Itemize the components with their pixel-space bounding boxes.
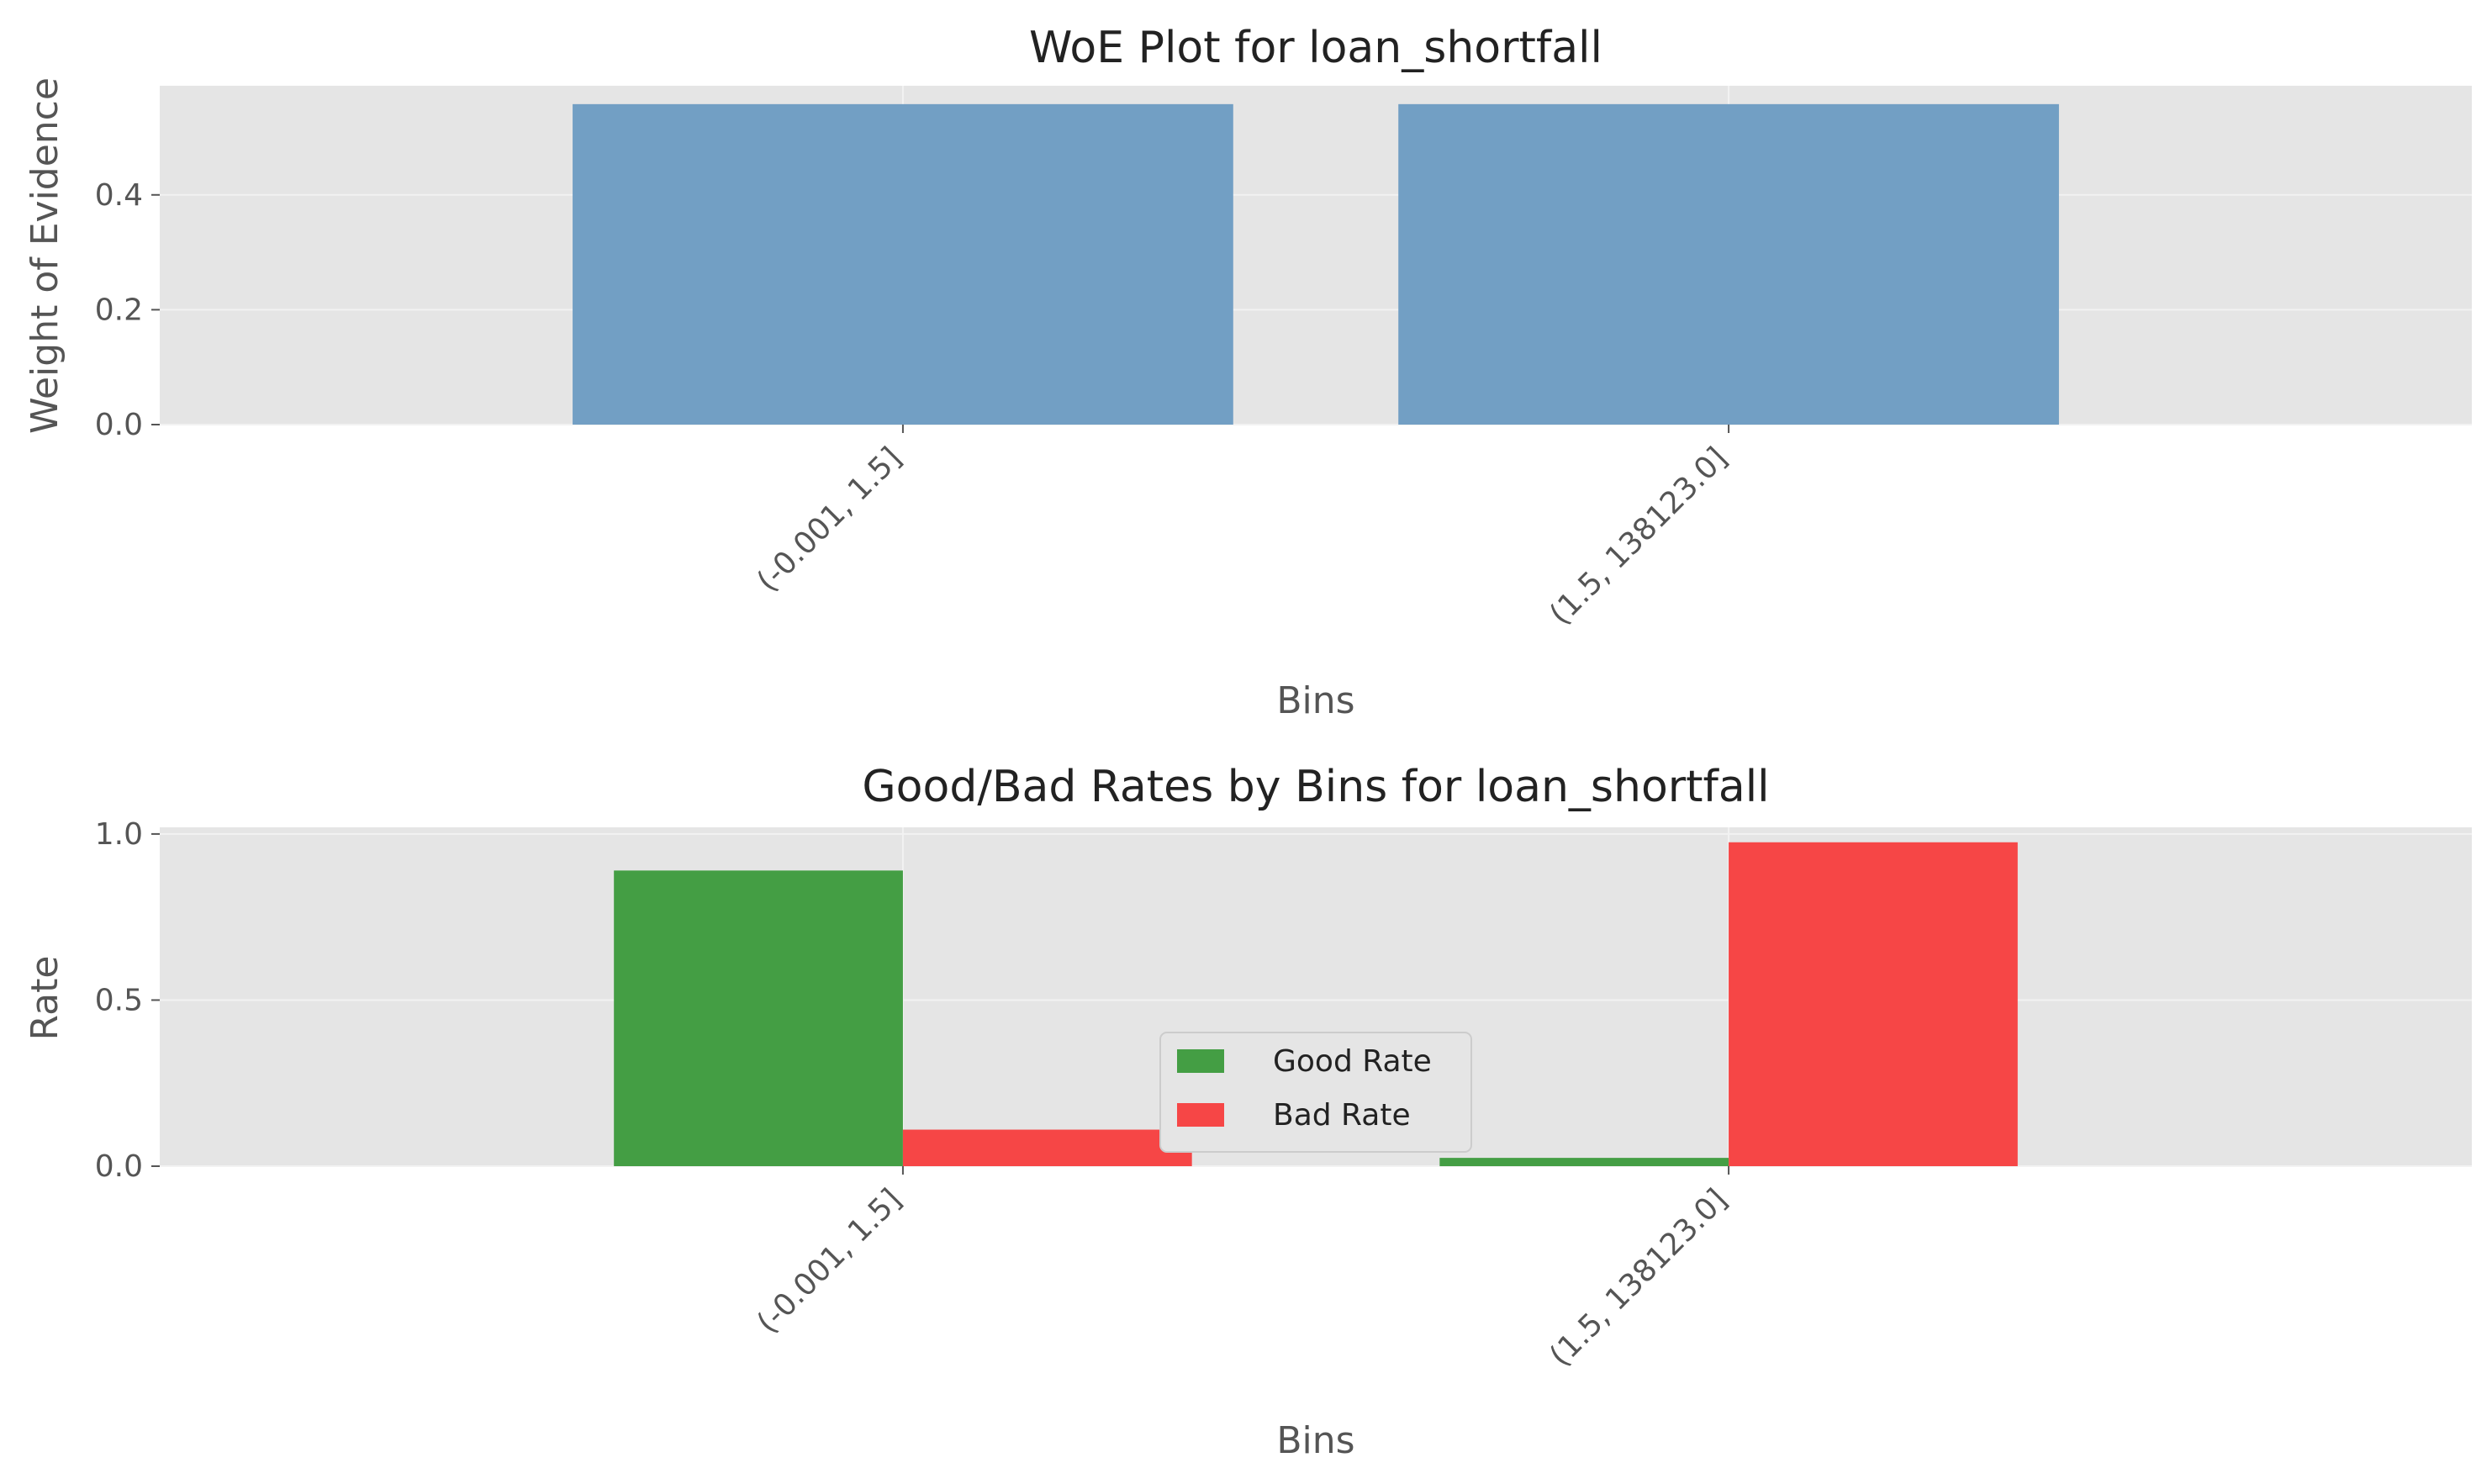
rate-legend: Good Rate Bad Rate xyxy=(1159,1032,1472,1153)
x-tick-label: (1.5, 138123.0] xyxy=(1543,441,1734,631)
legend-label-good: Good Rate xyxy=(1273,1044,1432,1079)
woe-y-axis-label: Weight of Evidence xyxy=(24,77,66,434)
rate-bars xyxy=(614,842,2018,1166)
y-tick-label: 0.0 xyxy=(95,1149,143,1184)
bad-rate-bar xyxy=(1729,842,2018,1166)
y-tick-label: 0.4 xyxy=(95,178,143,213)
woe-chart: 0.0 0.2 0.4 (-0.001, 1.5] (1.5, 138123.0] W… xyxy=(24,23,2472,722)
bad-rate-bar xyxy=(902,1129,1192,1166)
woe-bar xyxy=(573,103,1233,425)
woe-plot-area xyxy=(160,86,2472,425)
woe-x-axis-label: Bins xyxy=(1276,679,1354,722)
woe-bar xyxy=(1398,103,2059,425)
y-tick-label: 0.0 xyxy=(95,408,143,442)
woe-bars xyxy=(573,103,2059,425)
x-tick-label: (1.5, 138123.0] xyxy=(1543,1182,1734,1373)
legend-box xyxy=(1159,1032,1472,1153)
y-tick-label: 0.2 xyxy=(95,293,143,327)
legend-label-bad: Bad Rate xyxy=(1273,1098,1411,1133)
rate-y-ticks: 0.0 0.5 1.0 xyxy=(95,817,160,1184)
woe-x-ticks: (-0.001, 1.5] (1.5, 138123.0] xyxy=(751,425,1734,631)
y-tick-label: 0.5 xyxy=(95,983,143,1017)
rate-chart: 0.0 0.5 1.0 (-0.001, 1.5] (1.5, 138123.0] G… xyxy=(24,762,2472,1462)
x-tick-label: (-0.001, 1.5] xyxy=(751,441,909,599)
rate-chart-title: Good/Bad Rates by Bins for loan_shortfal… xyxy=(862,762,1769,812)
rate-y-axis-label: Rate xyxy=(24,956,66,1041)
legend-swatch-bad xyxy=(1177,1103,1224,1127)
y-tick-label: 1.0 xyxy=(95,817,143,852)
legend-swatch-good xyxy=(1177,1049,1224,1073)
woe-chart-title: WoE Plot for loan_shortfall xyxy=(1029,23,1602,73)
good-rate-bar xyxy=(614,870,903,1166)
woe-y-ticks: 0.0 0.2 0.4 xyxy=(95,178,160,442)
x-tick-label: (-0.001, 1.5] xyxy=(751,1182,909,1340)
good-rate-bar xyxy=(1439,1158,1729,1166)
rate-x-axis-label: Bins xyxy=(1276,1419,1354,1462)
rate-x-ticks: (-0.001, 1.5] (1.5, 138123.0] xyxy=(751,1166,1734,1373)
